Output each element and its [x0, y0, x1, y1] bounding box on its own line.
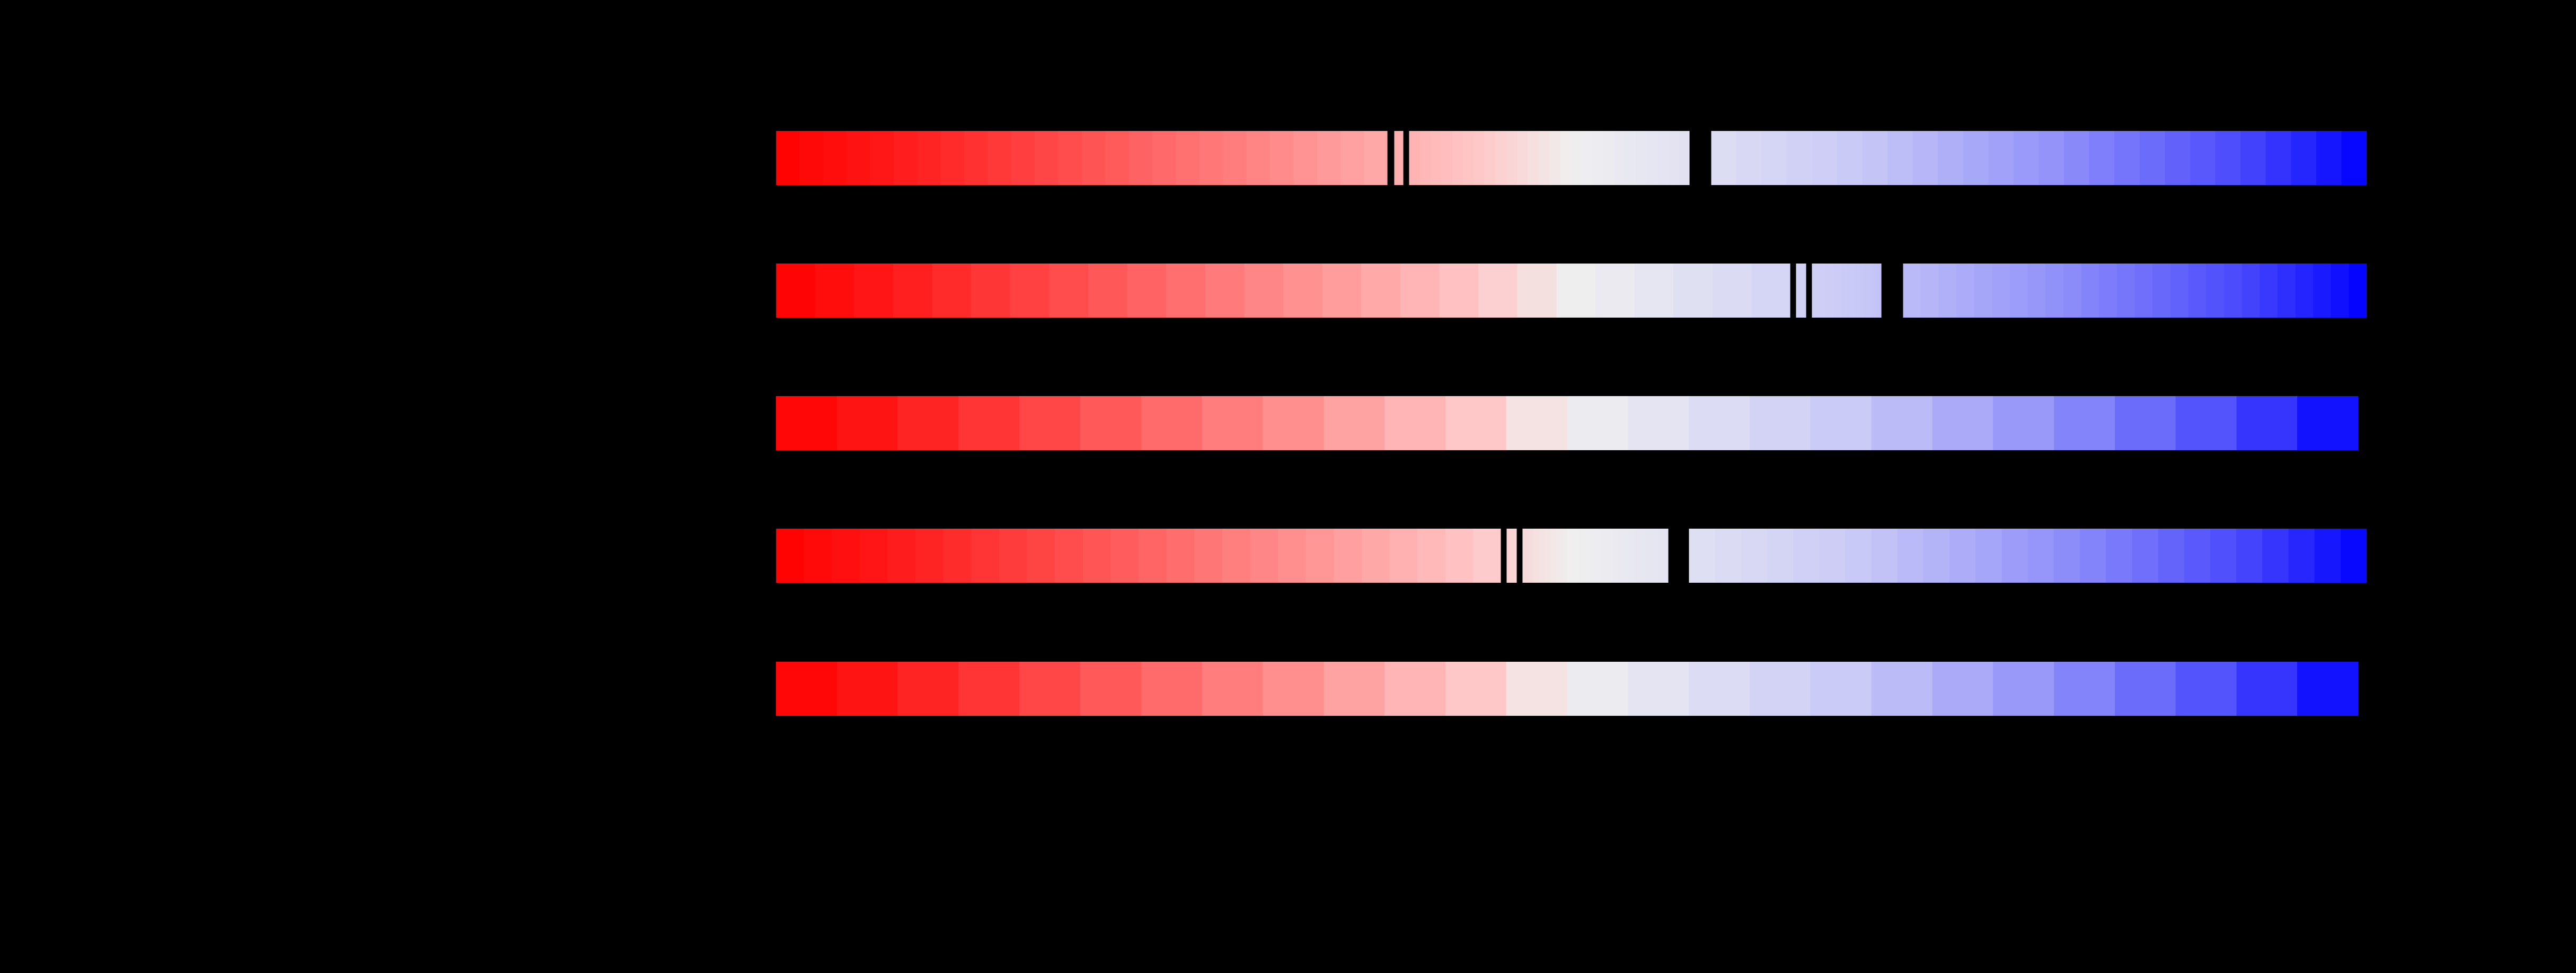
- colorbar-4-segment-4: [1689, 529, 2367, 583]
- colorbar-4: [0, 529, 2576, 583]
- colorbar-3-segment-1: [776, 396, 2358, 450]
- colorbar-4-segment-1: [776, 529, 1501, 583]
- colorbar-1-segment-1: [776, 131, 1388, 185]
- colorbar-4-segment-3: [1522, 529, 1669, 583]
- colorbar-4-segment-2: [1506, 529, 1517, 583]
- colorbar-2-segment-3: [1812, 264, 1882, 318]
- colorbar-2-segment-2: [1796, 264, 1806, 318]
- colorbar-5-segment-1: [776, 662, 2358, 716]
- colorbar-1-segment-3: [1409, 131, 1690, 185]
- colorbar-2-segment-4: [1903, 264, 2367, 318]
- colorbar-2: [0, 264, 2576, 318]
- colorbar-3: [0, 396, 2576, 450]
- colorbar-1-segment-4: [1711, 131, 2367, 185]
- colorbar-1: [0, 131, 2576, 185]
- colorbar-5: [0, 662, 2576, 716]
- colorbar-1-segment-2: [1394, 131, 1404, 185]
- colorbar-2-segment-1: [776, 264, 1790, 318]
